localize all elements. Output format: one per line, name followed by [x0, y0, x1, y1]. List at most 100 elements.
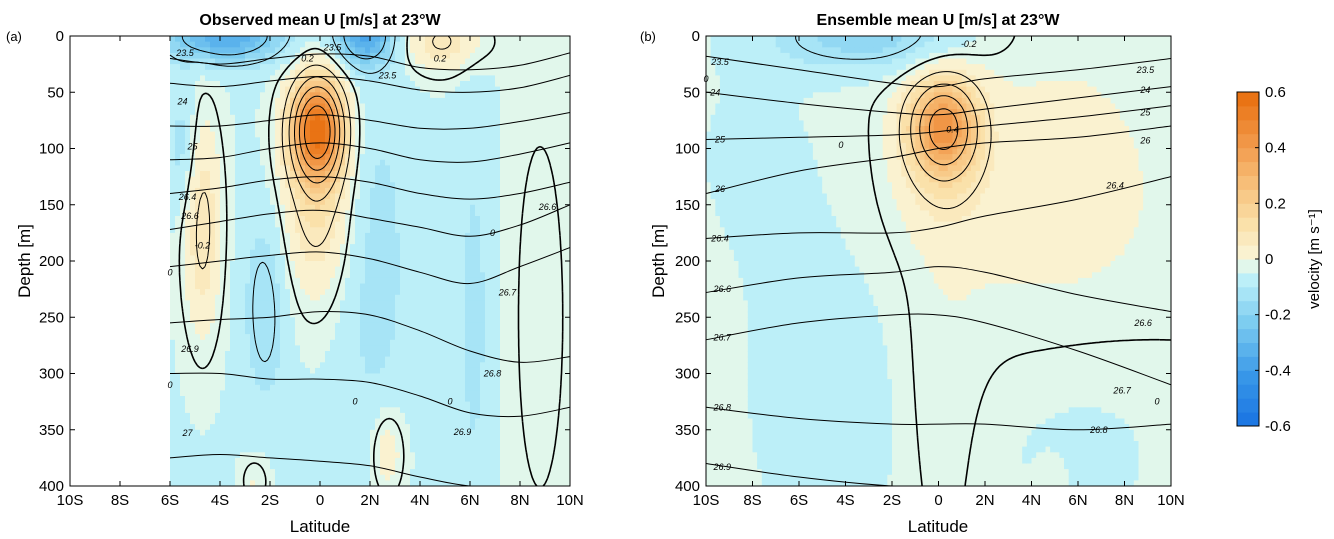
velocity-cell — [270, 317, 276, 324]
velocity-cell — [405, 97, 411, 105]
velocity-cell — [370, 356, 376, 363]
velocity-cell — [200, 277, 206, 285]
velocity-cell — [470, 373, 476, 380]
velocity-cell — [390, 126, 396, 133]
velocity-cell — [305, 311, 311, 318]
velocity-cell — [175, 306, 181, 313]
velocity-cell — [355, 210, 361, 217]
velocity-cell — [325, 469, 331, 476]
velocity-cell — [255, 142, 261, 150]
velocity-cell — [400, 362, 406, 369]
velocity-cell — [315, 384, 321, 391]
velocity-cell — [320, 52, 326, 60]
velocity-cell — [375, 255, 381, 262]
velocity-cell — [295, 137, 301, 144]
velocity-cell — [305, 283, 311, 290]
velocity-cell — [370, 103, 376, 110]
velocity-cell — [250, 384, 256, 391]
velocity-cell — [450, 261, 456, 268]
velocity-cell — [415, 469, 421, 476]
velocity-cell — [280, 356, 286, 363]
velocity-cell — [215, 266, 221, 273]
velocity-cell — [440, 249, 446, 256]
velocity-cell — [465, 193, 471, 200]
velocity-cell — [350, 148, 356, 155]
velocity-cell — [455, 334, 461, 341]
velocity-cell — [265, 182, 271, 189]
velocity-cell — [470, 120, 476, 127]
velocity-cell — [405, 452, 411, 459]
velocity-cell — [440, 36, 446, 43]
velocity-cell — [210, 429, 216, 436]
velocity-cell — [435, 81, 441, 88]
velocity-cell — [235, 373, 241, 380]
velocity-cell — [255, 47, 261, 54]
velocity-cell — [295, 379, 301, 386]
velocity-cell — [170, 114, 176, 121]
velocity-cell — [400, 261, 406, 268]
velocity-cell — [465, 244, 471, 251]
velocity-cell — [355, 193, 361, 200]
velocity-cell — [425, 199, 431, 206]
velocity-cell — [230, 384, 236, 391]
velocity-cell — [460, 384, 466, 391]
velocity-cell — [235, 64, 241, 71]
velocity-cell — [460, 142, 466, 150]
velocity-cell — [300, 469, 306, 476]
velocity-cell — [245, 272, 251, 279]
velocity-cell — [425, 255, 431, 262]
velocity-cell — [305, 300, 311, 307]
velocity-cell — [195, 469, 201, 476]
velocity-cell — [375, 283, 381, 290]
velocity-cell — [310, 52, 316, 60]
velocity-cell — [260, 148, 266, 155]
velocity-cell — [270, 367, 276, 375]
velocity-cell — [265, 367, 271, 375]
velocity-cell — [350, 401, 356, 408]
velocity-cell — [370, 401, 376, 408]
velocity-cell — [475, 52, 481, 60]
velocity-cell — [180, 356, 186, 363]
velocity-cell — [350, 289, 356, 296]
velocity-cell — [250, 232, 256, 240]
velocity-cell — [395, 384, 401, 391]
velocity-cell — [440, 412, 446, 420]
velocity-cell — [445, 114, 451, 121]
velocity-cell — [475, 210, 481, 217]
velocity-cell — [315, 266, 321, 273]
velocity-cell — [235, 474, 241, 481]
velocity-cell — [465, 362, 471, 369]
velocity-cell — [365, 176, 371, 183]
velocity-cell — [180, 176, 186, 183]
velocity-cell — [475, 97, 481, 105]
velocity-cell — [300, 165, 306, 172]
velocity-cell — [470, 266, 476, 273]
velocity-cell — [285, 412, 291, 420]
velocity-cell — [365, 137, 371, 144]
velocity-cell — [175, 154, 181, 161]
velocity-cell — [225, 103, 231, 110]
velocity-cell — [180, 317, 186, 324]
velocity-cell — [220, 435, 226, 442]
velocity-cell — [180, 396, 186, 403]
velocity-cell — [235, 159, 241, 166]
velocity-cell — [390, 103, 396, 110]
velocity-cell — [190, 272, 196, 279]
velocity-cell — [475, 294, 481, 301]
velocity-cell — [355, 137, 361, 144]
velocity-cell — [225, 441, 231, 448]
velocity-cell — [370, 131, 376, 138]
velocity-cell — [185, 103, 191, 110]
velocity-cell — [370, 469, 376, 476]
velocity-cell — [375, 424, 381, 431]
velocity-cell — [310, 362, 316, 369]
velocity-cell — [250, 255, 256, 262]
velocity-cell — [435, 114, 441, 121]
velocity-cell — [250, 131, 256, 138]
velocity-cell — [260, 36, 266, 43]
velocity-cell — [400, 137, 406, 144]
velocity-cell — [360, 232, 366, 240]
velocity-cell — [405, 463, 411, 470]
velocity-cell — [240, 446, 246, 453]
velocity-cell — [210, 92, 216, 99]
